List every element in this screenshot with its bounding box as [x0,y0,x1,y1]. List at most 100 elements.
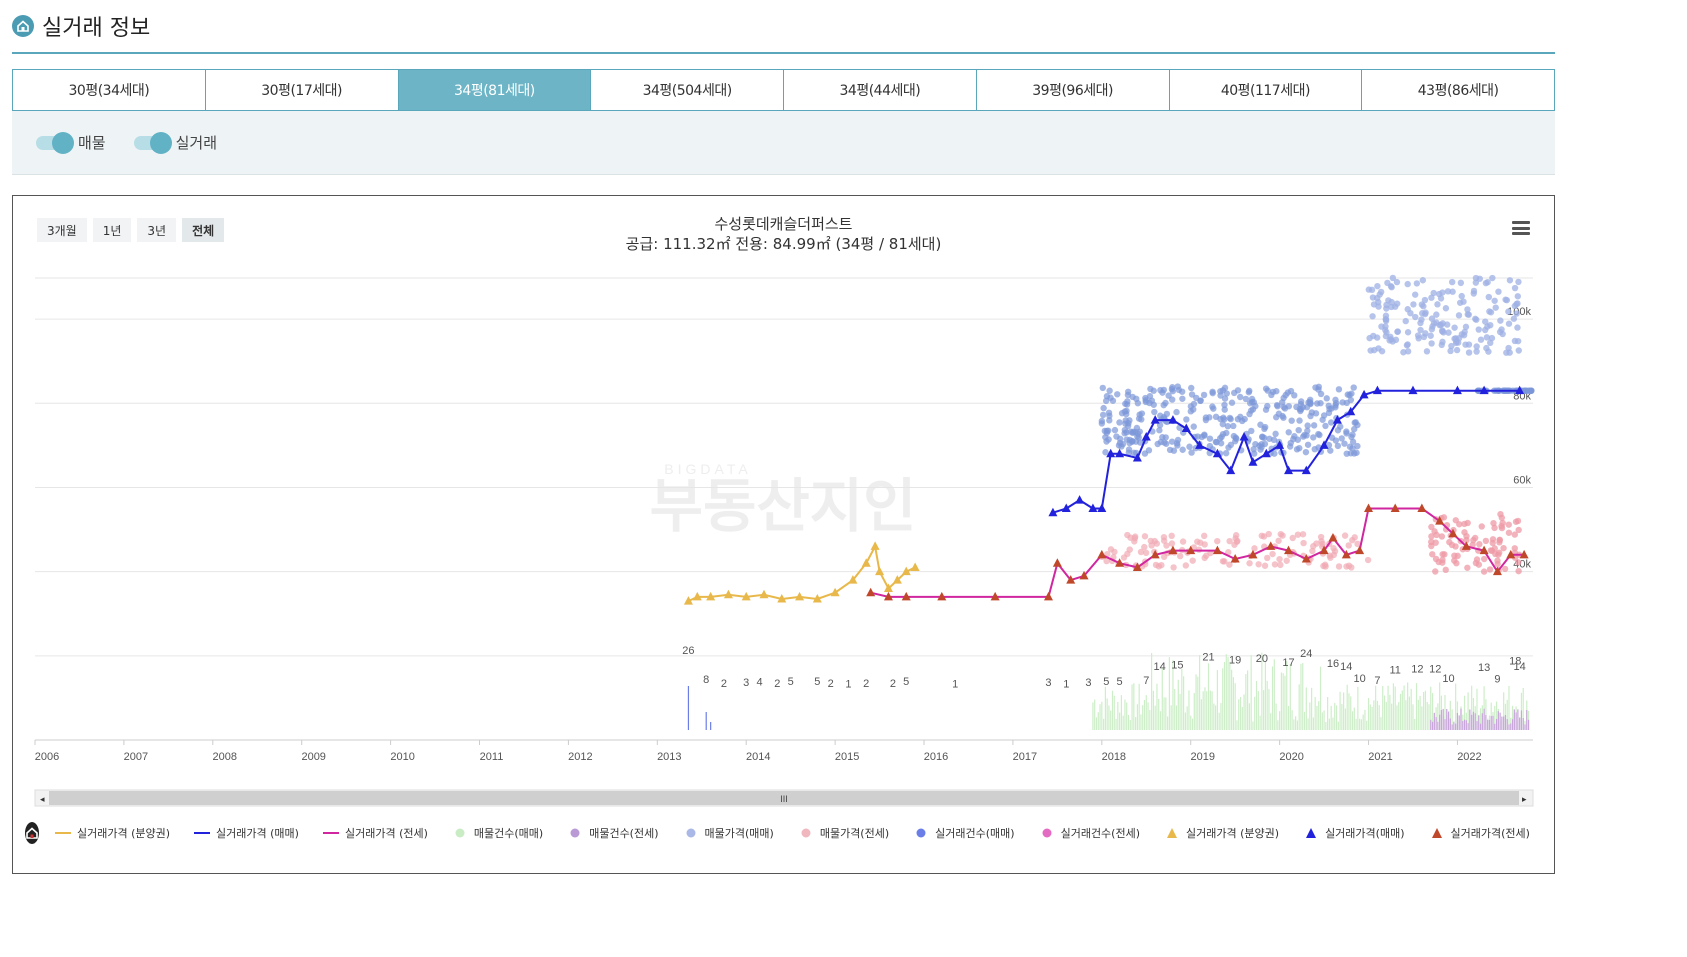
transaction-triangle [1079,570,1089,580]
listing-price-dot [1311,445,1318,453]
transaction-switch[interactable] [133,131,172,154]
transaction-triangle [1061,503,1071,513]
transaction-triangle [1248,457,1258,466]
listing-switch[interactable] [36,131,74,154]
listing-price-dot [1492,304,1499,311]
listing-price-dot [1206,435,1214,442]
listing-price-dot [1221,406,1228,413]
listing-rent-dot [1170,564,1177,571]
count-data-label: 7 [1374,675,1380,687]
legend-item[interactable]: 실거래가격 (분양권) [1164,825,1279,841]
listing-rent-dot [1300,539,1307,547]
listing-rent-dot [1515,567,1522,575]
listing-price-dot [1328,434,1336,441]
listing-price-dot [1212,413,1220,421]
tab-30-17[interactable]: 30평(17세대) [205,70,399,110]
range-1y-button[interactable]: 1년 [92,218,132,242]
listing-price-dot [1111,426,1119,434]
tab-34-81[interactable]: 34평(81세대) [398,70,592,110]
legend-label: 실거래가격(매매) [1325,827,1405,840]
tab-40-117[interactable]: 40평(117세대) [1169,70,1363,110]
legend-item[interactable]: 매물가격(매매) [683,825,774,841]
listing-price-dot [1378,323,1385,330]
series-line-2 [870,507,1525,598]
listing-price-dot [1353,449,1360,456]
tab-30-34[interactable]: 30평(34세대) [13,70,206,110]
listing-price-dot [1451,324,1458,331]
legend-item[interactable]: 매물가격(전세) [798,825,889,841]
tab-34-504[interactable]: 34평(504세대) [591,70,784,110]
listing-price-dot [1163,440,1170,447]
listing-rent-dot [1345,562,1353,569]
listing-price-dot [1106,417,1113,424]
listing-toggle[interactable]: 매물 [36,131,106,154]
range-3y-button[interactable]: 3년 [137,218,177,242]
listing-price-dot [1400,349,1407,356]
listing-price-dot [1462,323,1470,331]
listing-price-dot [1217,388,1224,395]
listing-rent-dot [1438,533,1446,540]
legend-symbol-icon [683,827,699,839]
listing-price-dot [1484,323,1491,330]
legend-item[interactable]: 실거래건수(매매) [913,825,1015,841]
legend-item[interactable]: 매물건수(전세) [567,825,659,841]
listing-price-dot [1264,387,1271,394]
listing-rent-dot [1313,540,1320,547]
listing-price-dot [1323,395,1330,402]
listing-price-dot [1439,338,1446,346]
range-3m-button[interactable]: 3개월 [37,218,87,242]
legend-item[interactable]: 실거래건수(전세) [1039,825,1140,841]
transaction-triangle [1355,545,1365,555]
listing-price-dot [1505,344,1512,352]
listing-price-dot [1514,293,1521,300]
listing-rent-dot [1201,554,1208,562]
tab-39-96[interactable]: 39평(96세대) [976,70,1170,110]
legend-item[interactable]: 실거래가격 (전세) [322,825,428,841]
listing-price-dot [1126,436,1134,444]
listing-price-dot [1417,326,1424,334]
listing-rent-dot [1498,524,1506,532]
listing-price-dot [1485,293,1493,301]
legend-item[interactable]: 실거래가격(전세) [1429,825,1530,841]
listing-price-dot [1209,388,1216,396]
count-data-label: 5 [814,676,820,688]
tab-34-44[interactable]: 34평(44세대) [784,70,977,110]
listing-rent-dot [1160,553,1168,561]
transaction-triangle [1097,549,1107,559]
legend-item[interactable]: 매물건수(매매) [452,825,543,841]
transaction-triangle [1364,503,1374,513]
listing-price-dot [1403,342,1411,349]
listing-rent-dot [1505,529,1513,536]
tab-43-86[interactable]: 43평(86세대) [1362,70,1554,110]
listing-price-dot [1154,440,1161,448]
listing-price-dot [1420,303,1427,310]
listing-rent-dot [1168,540,1176,547]
listing-price-dot [1134,399,1142,407]
transaction-toggle[interactable]: 실거래 [133,131,217,154]
transaction-triangle [901,591,911,601]
listing-price-dot [1156,427,1163,434]
legend-label: 매물가격(매매) [704,827,774,840]
count-data-label: 4 [756,677,762,689]
range-all-button[interactable]: 전체 [182,218,225,242]
transaction-triangle [883,583,893,592]
listing-rent-dot [1317,533,1325,541]
transaction-triangle [1212,545,1222,555]
listing-price-dot [1266,435,1273,442]
hamburger-menu-icon[interactable] [1512,221,1530,235]
listing-rent-dot [1189,557,1196,564]
listing-price-dot [1279,412,1286,420]
listing-price-dot [1257,421,1264,428]
listing-rent-dot [1271,561,1279,568]
listing-price-dot [1423,348,1431,355]
listing-price-dot [1286,443,1294,450]
listing-price-dot [1354,442,1361,450]
legend-item[interactable]: 실거래가격 (매매) [194,825,299,841]
listing-price-dot [1510,315,1518,322]
legend-item[interactable]: 실거래가격(매매) [1303,825,1405,841]
transaction-triangle [1150,415,1160,424]
listing-price-dot [1116,435,1124,443]
listing-rent-dot [1364,556,1372,564]
listing-price-dot [1105,409,1113,416]
legend-item[interactable]: 실거래가격 (분양권) [55,825,170,841]
